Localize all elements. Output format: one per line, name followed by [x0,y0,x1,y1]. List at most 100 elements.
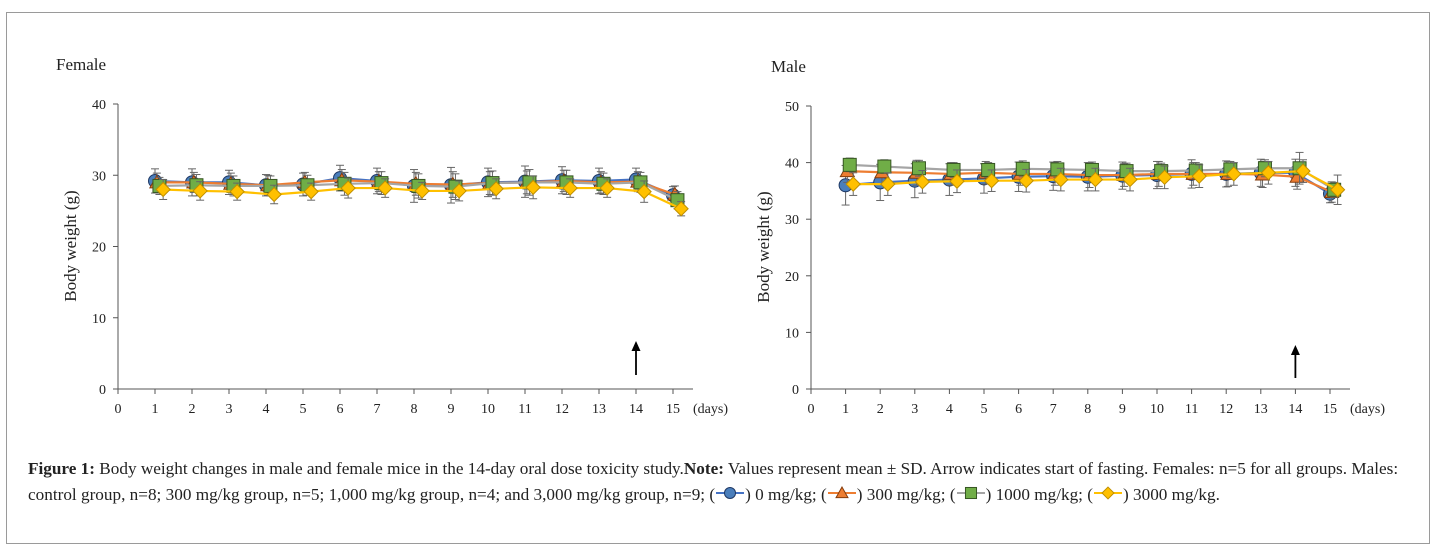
figure-frame [6,12,1430,544]
female-x-tick-label: 4 [263,402,270,417]
legend-text-3000: ) 3000 mg/kg. [1122,485,1220,504]
figure-caption: Figure 1: Body weight changes in male an… [28,456,1418,509]
caption-note-label: Note: [683,459,724,478]
data-point [377,180,393,196]
female-series-3000-mg-kg [155,175,689,217]
legend-swatch-0 [715,483,745,509]
data-point [1015,161,1030,176]
data-point [599,180,615,196]
female-x-unit-label: (days) [693,402,728,417]
legend-marker [1101,486,1115,500]
male-series-3000-mg-kg [845,159,1346,205]
data-point [1260,165,1277,181]
female-y-tick-label: 40 [92,98,106,113]
female-x-tick-label: 3 [226,402,233,417]
data-point [303,183,319,200]
female-x-tick-label: 0 [115,402,122,417]
legend-swatch-graphic [956,487,985,500]
female-x-tick-label: 11 [518,402,531,417]
male-x-tick-label: 6 [1015,402,1022,417]
male-x-tick-label: 8 [1084,402,1091,417]
data-point [636,183,652,200]
female-y-tick-label: 30 [92,169,106,184]
female-y-tick-label: 0 [99,383,106,398]
legend-marker [964,487,977,500]
data-point [1191,168,1207,184]
caption-label: Figure 1: [28,459,95,478]
legend-text-300: ) 300 mg/kg; ( [856,485,956,504]
male-x-tick-label: 9 [1119,402,1126,417]
data-point [525,179,541,196]
data-point [229,183,245,200]
data-point [845,176,861,192]
data-point [562,180,578,196]
male-x-tick-label: 1 [842,402,849,417]
data-point [155,181,171,198]
male-y-tick-label: 10 [785,326,799,341]
data-point [911,161,926,176]
legend-text-0: ) 0 mg/kg; ( [745,485,827,504]
male-y-axis-label: Body weight (g) [754,191,773,302]
male-y-tick-label: 20 [785,270,799,285]
legend-swatch-1000 [956,483,986,509]
data-point [1295,163,1311,179]
caption-text: Body weight changes in male and female m… [95,459,684,478]
male-x-tick-label: 12 [1219,402,1233,417]
male-y-tick-label: 30 [785,213,799,228]
female-fasting-arrow-head [631,341,641,351]
female-x-tick-label: 9 [448,402,455,417]
male-y-tick-label: 0 [792,383,799,398]
data-point [673,201,689,217]
data-point [1018,173,1034,189]
legend-marker [834,486,849,499]
female-x-tick-label: 10 [481,402,495,417]
data-point [914,174,931,190]
male-x-tick-label: 7 [1050,402,1057,417]
male-x-tick-label: 0 [808,402,815,417]
female-y-tick-label: 10 [92,312,106,327]
female-x-tick-label: 5 [300,402,307,417]
data-point [192,183,208,199]
caption-open-paren: ( [709,485,716,504]
male-y-tick-label: 40 [785,157,799,172]
male-x-tick-label: 13 [1254,402,1268,417]
data-point [880,176,896,192]
legend-marker [724,487,737,500]
male-x-tick-label: 2 [877,402,884,417]
female-panel-title: Female [56,55,106,74]
caption-note-text: Values represent mean ± SD. Arrow indica… [28,459,1399,504]
data-point [1329,182,1346,198]
male-y-tick-label: 50 [785,100,799,115]
data-point [488,181,504,197]
female-y-axis-label: Body weight (g) [61,190,80,301]
female-x-tick-label: 7 [374,402,381,417]
data-point [1122,171,1138,188]
female-x-tick-label: 6 [337,402,344,417]
data-point [414,183,430,199]
data-point [1087,171,1104,188]
female-x-tick-label: 14 [629,402,643,417]
female-x-tick-label: 8 [411,402,418,417]
female-x-tick-label: 1 [152,402,159,417]
male-x-tick-label: 15 [1323,402,1337,417]
data-point [451,183,467,199]
male-x-tick-label: 5 [981,402,988,417]
legend-swatch-300 [827,483,857,509]
legend-swatch-graphic [716,487,745,500]
data-point [842,157,857,172]
female-y-tick-label: 20 [92,241,106,256]
data-point [266,186,282,203]
legend-swatch-3000 [1093,483,1123,509]
female-x-tick-label: 12 [555,402,569,417]
data-point [949,173,965,189]
female-x-tick-label: 2 [189,402,196,417]
male-x-tick-label: 3 [911,402,918,417]
data-point [1226,166,1242,182]
data-point [877,159,892,174]
data-point [1156,169,1173,186]
legend-text-1000: ) 1000 mg/kg; ( [985,485,1093,504]
male-x-tick-label: 11 [1185,402,1198,417]
